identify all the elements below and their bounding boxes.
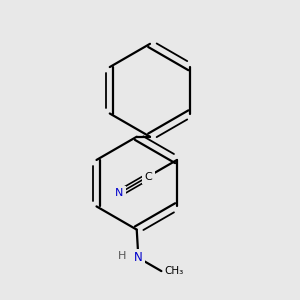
Text: H: H [118, 251, 127, 261]
Text: N: N [115, 188, 124, 198]
Text: C: C [144, 172, 152, 182]
Text: N: N [134, 251, 143, 264]
Text: CH₃: CH₃ [165, 266, 184, 276]
